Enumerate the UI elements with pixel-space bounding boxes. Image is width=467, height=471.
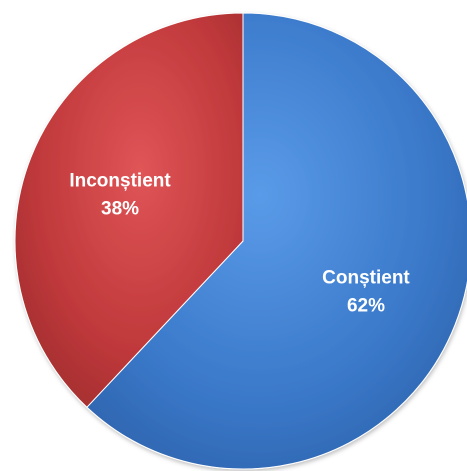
- slice-label: Conștient: [322, 268, 410, 289]
- pie-slice-constient: [86, 12, 467, 470]
- slice-value-label: 38%: [101, 198, 139, 219]
- slice-value-label: 62%: [347, 296, 385, 317]
- pie-slice-inconstient: [14, 12, 244, 408]
- pie-labels: Conștient 62% Inconștient 38%: [69, 170, 410, 316]
- slice-label: Inconștient: [69, 170, 171, 191]
- pie-slices: [14, 12, 467, 470]
